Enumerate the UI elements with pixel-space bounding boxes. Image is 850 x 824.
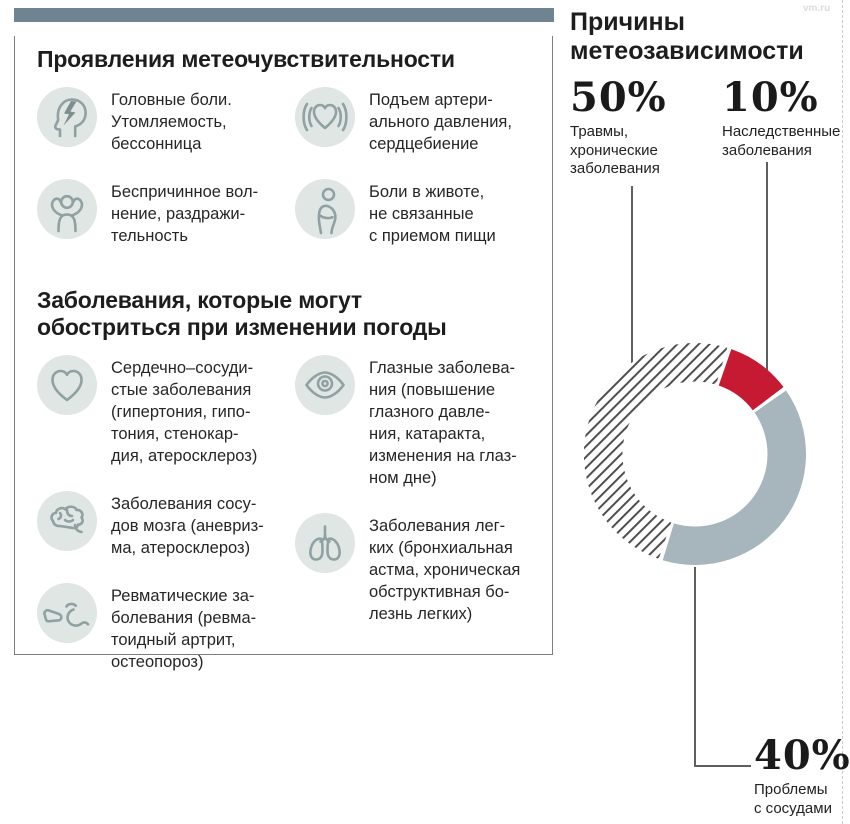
heart-icon (37, 355, 97, 415)
stat-value: 50% (570, 74, 667, 121)
stat-50: 50% Травмы, хронические заболевания (570, 76, 667, 179)
section1-title: Проявления метеочувствительности (37, 46, 455, 72)
section2-col-left: Сердечно–сосуди- стые заболевания (гипер… (37, 355, 295, 697)
section2-grid: Сердечно–сосуди- стые заболевания (гипер… (37, 355, 536, 697)
disease-text: Глазные заболева- ния (повышение глазног… (369, 359, 517, 487)
leader-line-50 (631, 186, 633, 364)
eye-icon (295, 355, 355, 415)
stat-label: Наследственные заболевания (722, 123, 841, 159)
chart-title: Причины метеозависимости (570, 8, 804, 65)
stat-10: 10% Наследственные заболевания (722, 76, 840, 160)
donut-chart (583, 342, 807, 566)
disease-text: Заболевания лег- ких (бронхиальная астма… (369, 517, 521, 623)
symptom-text: Головные боли. Утомляемость, бессонница (111, 91, 232, 153)
symptom-text: Боли в животе, не связанные с приемом пи… (369, 183, 496, 245)
list-item: Заболевания сосу- дов мозга (аневриз- ма… (37, 491, 295, 559)
stat-value: 10% (722, 74, 819, 121)
section1-col-left: Головные боли. Утомляемость, бессонница … (37, 87, 295, 271)
disease-text: Сердечно–сосуди- стые заболевания (гипер… (111, 359, 258, 465)
disease-text: Заболевания сосу- дов мозга (аневриз- ма… (111, 495, 264, 557)
list-item: Подъем артери- ального давления, сердцеб… (295, 87, 536, 155)
blood-pressure-icon (295, 87, 355, 147)
right-panel: Причины метеозависимости 50% Травмы, хро… (560, 0, 850, 824)
joint-icon (37, 583, 97, 643)
list-item: Боли в животе, не связанные с приемом пи… (295, 179, 536, 247)
watermark: vm.ru (803, 3, 831, 14)
stat-40: 40% Проблемы с сосудами (754, 734, 850, 818)
section1-grid: Головные боли. Утомляемость, бессонница … (37, 87, 536, 271)
section2-title: Заболевания, которые могут обостриться п… (37, 287, 447, 340)
headache-icon (37, 87, 97, 147)
list-item: Глазные заболева- ния (повышение глазног… (295, 355, 536, 489)
right-trim-line (842, 0, 843, 824)
section2-col-right: Глазные заболева- ния (повышение глазног… (295, 355, 536, 697)
stomach-pain-icon (295, 179, 355, 239)
donut-segment-50pct (583, 342, 728, 559)
brain-icon (37, 491, 97, 551)
section1-col-right: Подъем артери- ального давления, сердцеб… (295, 87, 536, 271)
left-panel: Проявления метеочувствительности Головны… (14, 36, 553, 671)
symptom-text: Беспричинное вол- нение, раздражи- тельн… (111, 183, 259, 245)
leader-line-10 (766, 162, 768, 372)
donut-segment-40pct (662, 390, 807, 566)
top-accent-bar (14, 8, 554, 22)
disease-text: Ревматические за- болевания (ревма- тоид… (111, 587, 257, 671)
donut-segment-10pct (718, 349, 784, 411)
stat-value: 40% (754, 732, 850, 779)
list-item: Головные боли. Утомляемость, бессонница (37, 87, 295, 155)
stat-label: Травмы, хронические заболевания (570, 123, 660, 177)
stat-label: Проблемы с сосудами (754, 781, 832, 817)
leader-line-40-horizontal (694, 765, 751, 767)
list-item: Сердечно–сосуди- стые заболевания (гипер… (37, 355, 295, 467)
symptom-text: Подъем артери- ального давления, сердцеб… (369, 91, 512, 153)
list-item: Ревматические за- болевания (ревма- тоид… (37, 583, 295, 673)
list-item: Заболевания лег- ких (бронхиальная астма… (295, 513, 536, 625)
lightning-glyph (63, 101, 77, 126)
anxiety-icon (37, 179, 97, 239)
lungs-icon (295, 513, 355, 573)
leader-line-40-vertical (694, 567, 696, 767)
list-item: Беспричинное вол- нение, раздражи- тельн… (37, 179, 295, 247)
